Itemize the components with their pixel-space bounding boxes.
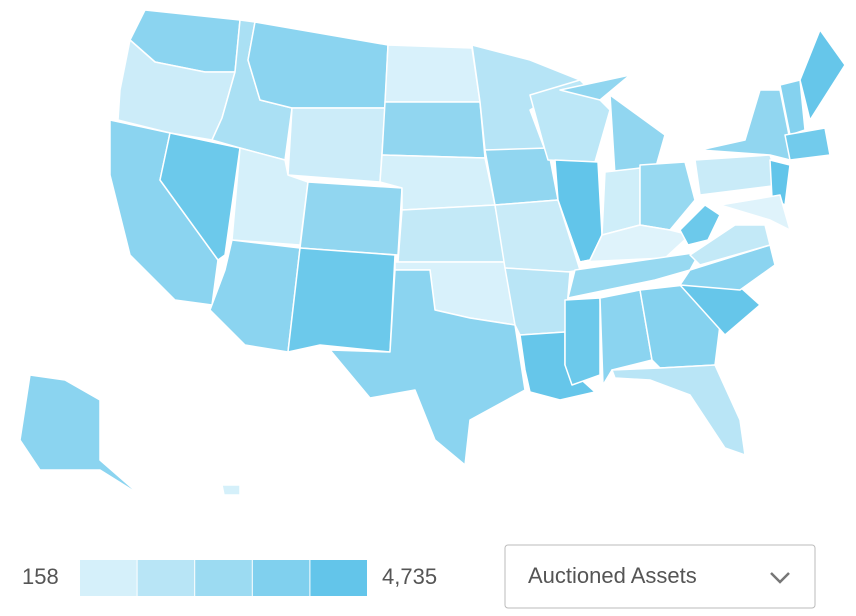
state[interactable] bbox=[567, 251, 701, 299]
state[interactable] bbox=[247, 21, 389, 109]
state[interactable] bbox=[381, 101, 486, 159]
state[interactable] bbox=[699, 89, 791, 161]
state[interactable] bbox=[639, 161, 696, 231]
legend-swatch bbox=[195, 560, 252, 596]
state[interactable] bbox=[689, 224, 771, 266]
dropdown[interactable]: Auctioned Assets bbox=[504, 544, 816, 609]
state[interactable] bbox=[471, 44, 581, 151]
state[interactable] bbox=[299, 181, 403, 256]
dropdown-box[interactable] bbox=[504, 544, 816, 609]
state[interactable] bbox=[719, 194, 791, 231]
legend-swatch bbox=[137, 560, 195, 596]
state[interactable] bbox=[679, 204, 721, 246]
legend-max: 4,735 bbox=[382, 564, 437, 589]
state[interactable] bbox=[19, 374, 141, 496]
legend: 158 4,735 bbox=[22, 560, 437, 596]
dropdown-label[interactable]: Auctioned Assets bbox=[528, 563, 697, 588]
legend-min: 158 bbox=[22, 564, 59, 589]
state[interactable] bbox=[384, 44, 481, 103]
state[interactable] bbox=[694, 154, 781, 196]
legend-swatch bbox=[252, 560, 310, 596]
state[interactable] bbox=[579, 224, 691, 263]
state[interactable] bbox=[559, 74, 631, 101]
state[interactable] bbox=[609, 94, 666, 176]
state[interactable] bbox=[564, 297, 601, 386]
legend-swatch bbox=[310, 560, 367, 596]
state[interactable] bbox=[287, 247, 396, 353]
state[interactable] bbox=[329, 269, 526, 466]
state[interactable] bbox=[601, 167, 641, 236]
state[interactable] bbox=[221, 484, 241, 496]
state[interactable] bbox=[599, 289, 653, 386]
state[interactable] bbox=[769, 159, 791, 206]
chevron[interactable] bbox=[770, 572, 790, 584]
state[interactable] bbox=[799, 29, 846, 121]
state[interactable] bbox=[504, 267, 571, 336]
state[interactable] bbox=[287, 107, 386, 183]
state[interactable] bbox=[779, 79, 806, 136]
state[interactable] bbox=[397, 204, 506, 263]
state[interactable] bbox=[784, 127, 831, 161]
state[interactable] bbox=[159, 132, 241, 261]
legend-swatch bbox=[80, 560, 137, 596]
state[interactable] bbox=[611, 364, 746, 456]
